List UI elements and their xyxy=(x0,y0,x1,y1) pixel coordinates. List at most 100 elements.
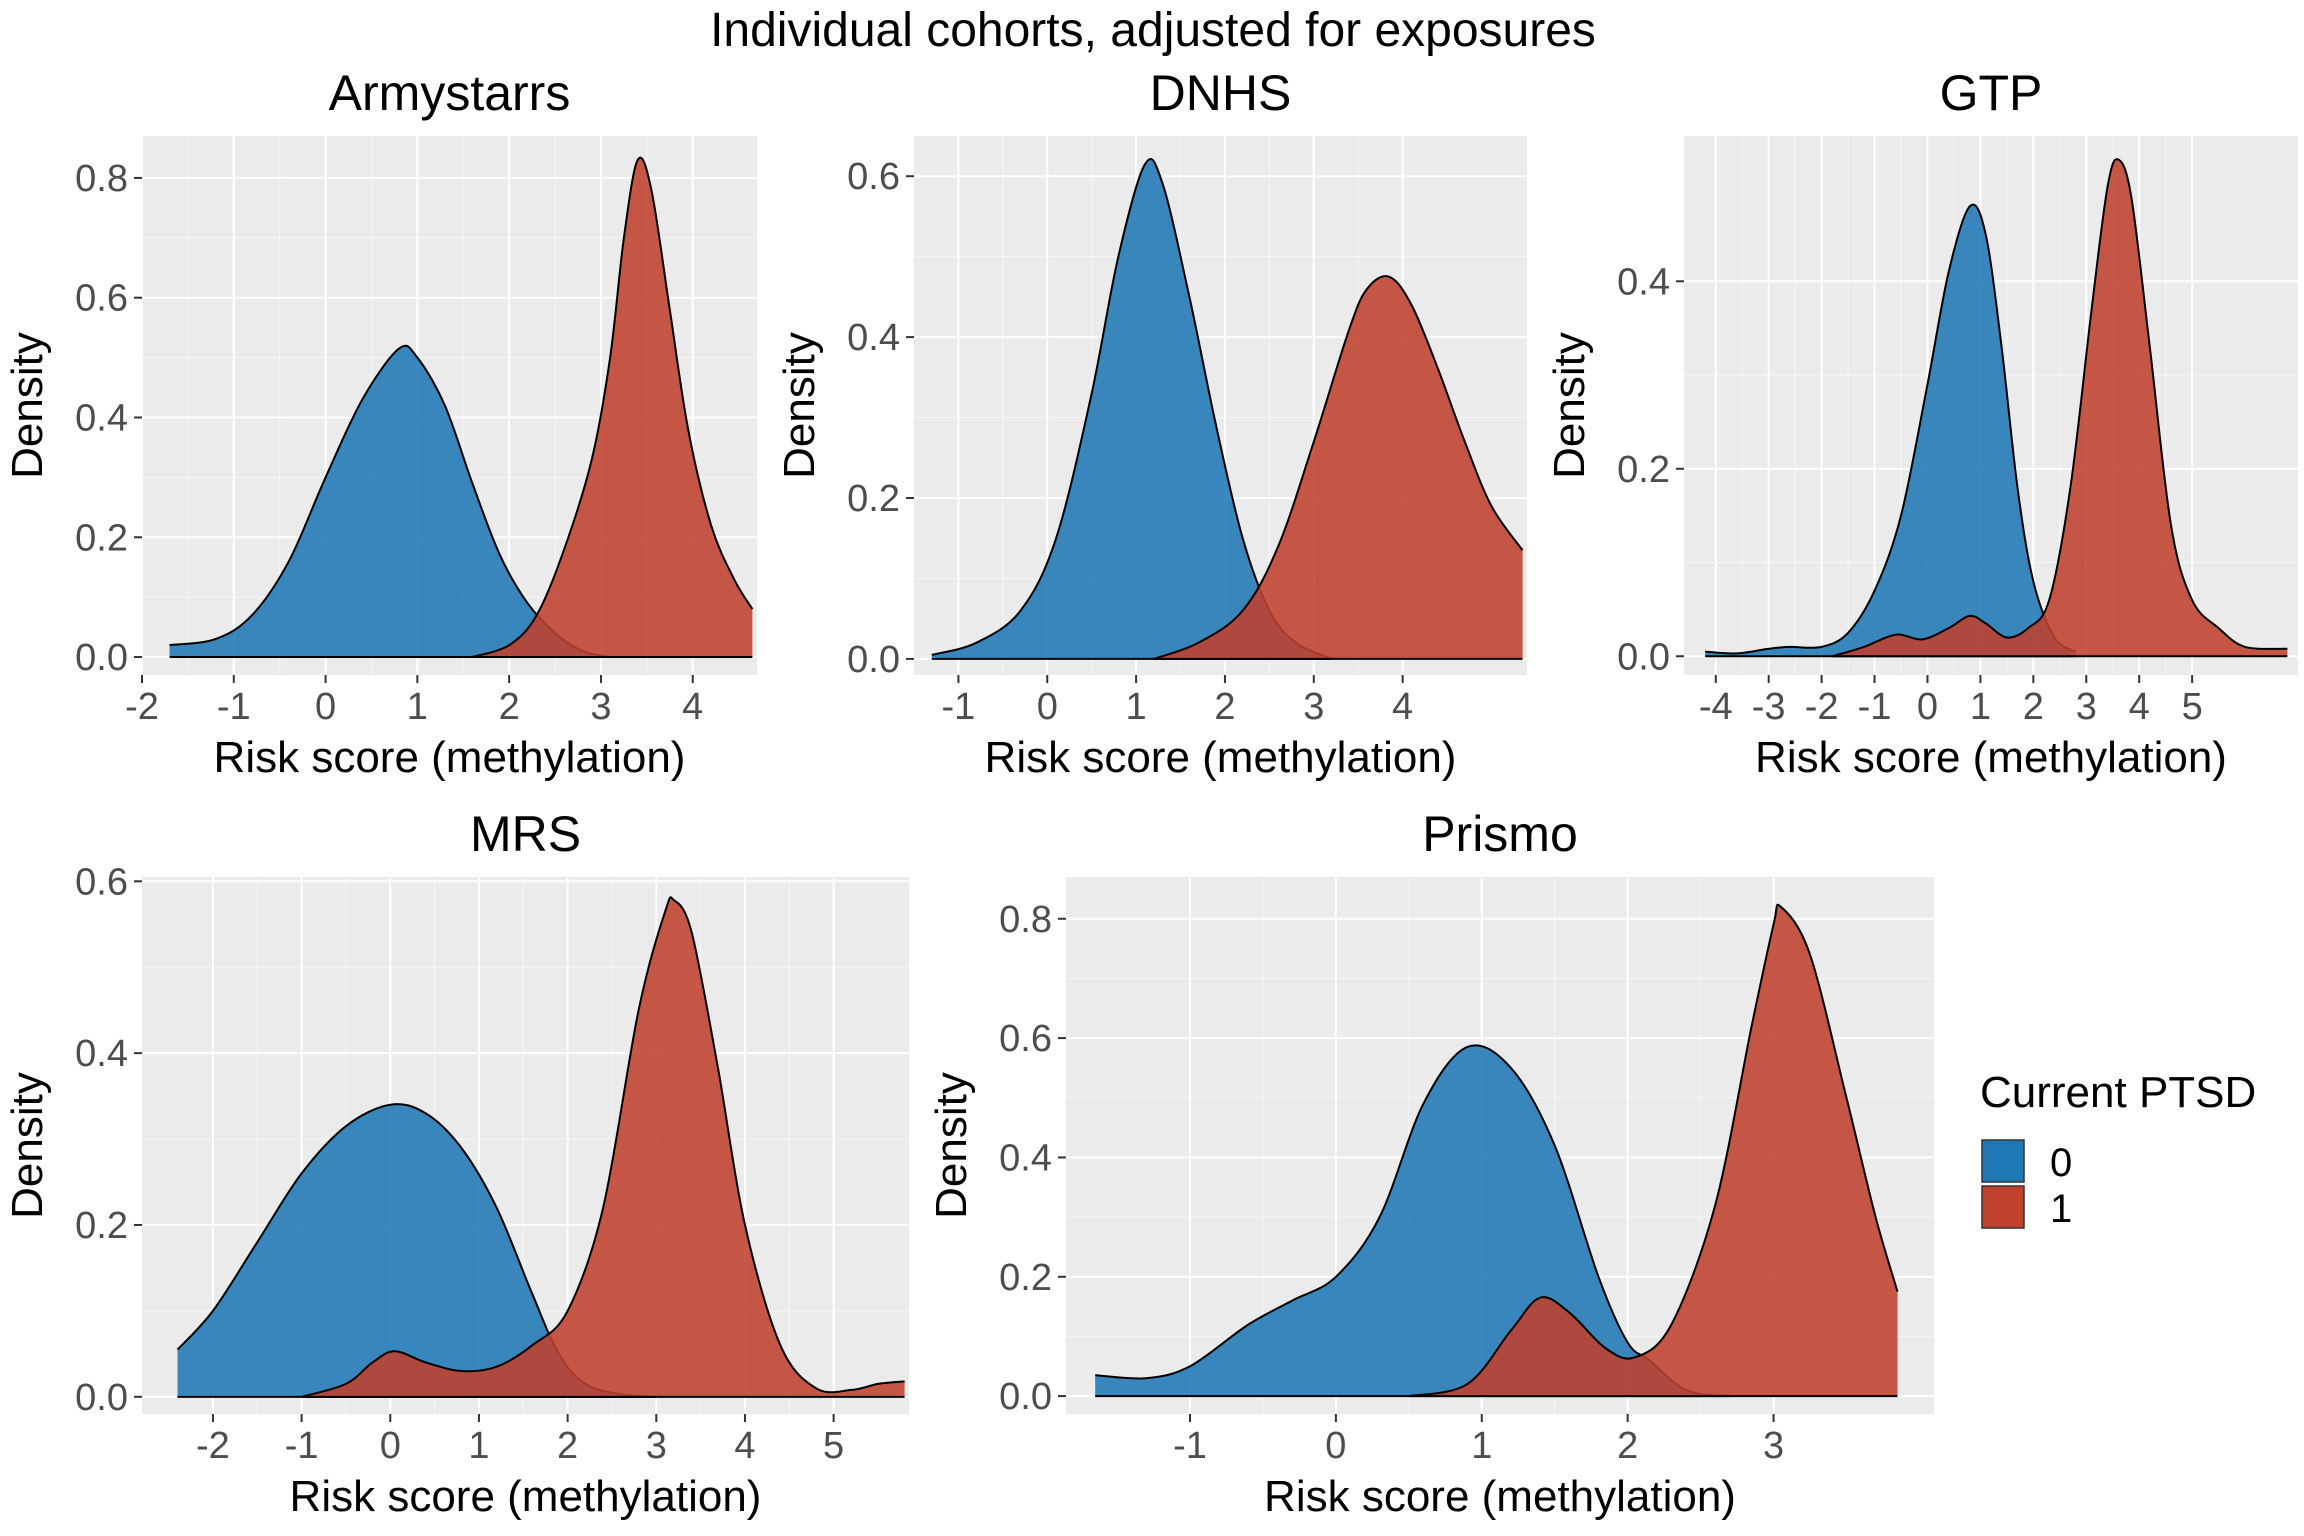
density-curve-1 xyxy=(301,896,905,1398)
x-tick-label: 3 xyxy=(1763,1425,1784,1467)
x-axis-title: Risk score (methylation) xyxy=(290,1472,762,1521)
y-axis-title: Density xyxy=(3,332,52,479)
density-curve-1 xyxy=(1408,903,1899,1398)
panel-title: Prismo xyxy=(1422,806,1578,862)
density-area-0 xyxy=(931,159,1332,659)
x-tick-label: -1 xyxy=(285,1425,319,1467)
legend-label-1: 1 xyxy=(2050,1187,2072,1231)
density-area-0 xyxy=(1095,1045,1730,1397)
y-tick-label: 0.4 xyxy=(847,317,900,359)
y-tick-label: 0.0 xyxy=(847,639,900,681)
y-tick-label: 0.2 xyxy=(847,478,900,520)
x-tick-label: 1 xyxy=(1126,686,1147,728)
x-tick-label: -1 xyxy=(1173,1425,1207,1467)
y-axis-title: Density xyxy=(775,332,824,479)
x-tick-label: 3 xyxy=(646,1425,667,1467)
panel-mrs: -2 -1 0 1 2 3 4 5 0.0 0.2 0.4 0.6 MRS Risk score (met… xyxy=(3,806,909,1521)
y-tick-label: 0.4 xyxy=(75,397,128,439)
x-tick-label: 2 xyxy=(557,1425,578,1467)
x-tick-label: 0 xyxy=(1917,686,1938,728)
y-axis-title: Density xyxy=(3,1072,52,1219)
x-tick-label: 0 xyxy=(315,686,336,728)
y-tick-label: 0.2 xyxy=(1617,449,1670,491)
x-tick-label: 1 xyxy=(1471,1425,1492,1467)
x-tick-label: -1 xyxy=(942,686,976,728)
legend-key-1 xyxy=(1981,1185,2025,1229)
panel-prismo: -1 0 1 2 3 0.0 0.2 0.4 0.6 0.8 Prismo Risk score (m… xyxy=(927,806,1934,1521)
density-area-0 xyxy=(177,1104,657,1397)
x-axis-title: Risk score (methylation) xyxy=(214,733,686,782)
legend-label-0: 0 xyxy=(2050,1141,2072,1185)
y-tick-label: 0.0 xyxy=(1617,636,1670,678)
panel-dnhs: -1 0 1 2 3 4 0.0 0.2 0.4 0.6 DNHS Risk score (methy… xyxy=(775,65,1527,782)
y-tick-label: 0.4 xyxy=(999,1137,1052,1179)
y-tick-label: 0.0 xyxy=(999,1376,1052,1418)
y-tick-label: 0.0 xyxy=(75,1377,128,1419)
x-tick-label: -1 xyxy=(1858,686,1892,728)
legend-key-0 xyxy=(1981,1139,2025,1183)
density-curve-0 xyxy=(1095,1044,1730,1398)
density-area-1 xyxy=(472,157,753,657)
y-tick-label: 0.6 xyxy=(999,1018,1052,1060)
x-tick-label: 2 xyxy=(1214,686,1235,728)
panel-title: GTP xyxy=(1940,65,2043,121)
x-tick-label: 5 xyxy=(2182,686,2203,728)
x-tick-label: -4 xyxy=(1699,686,1733,728)
legend-title: Current PTSD xyxy=(1980,1068,2256,1117)
x-tick-label: 4 xyxy=(682,686,703,728)
x-tick-label: 4 xyxy=(2129,686,2150,728)
y-axis-title: Density xyxy=(1545,332,1594,479)
x-tick-label: 1 xyxy=(468,1425,489,1467)
x-tick-label: 4 xyxy=(1392,686,1413,728)
x-axis-title: Risk score (methylation) xyxy=(1264,1472,1736,1521)
panel-title: MRS xyxy=(470,806,581,862)
density-area-1 xyxy=(1408,904,1898,1397)
y-tick-label: 0.4 xyxy=(75,1033,128,1075)
y-tick-label: 0.6 xyxy=(75,861,128,903)
density-curve-1 xyxy=(472,156,754,658)
x-tick-label: 3 xyxy=(1303,686,1324,728)
figure-title: Individual cohorts, adjusted for exposur… xyxy=(710,4,1596,57)
density-curve-0 xyxy=(931,158,1333,660)
y-tick-label: 0.2 xyxy=(75,1205,128,1247)
y-tick-label: 0.8 xyxy=(999,899,1052,941)
x-tick-label: 0 xyxy=(380,1425,401,1467)
x-tick-label: 2 xyxy=(2023,686,2044,728)
y-tick-label: 0.2 xyxy=(75,517,128,559)
legend: Current PTSD 0 1 xyxy=(1980,1068,2256,1231)
x-axis-title: Risk score (methylation) xyxy=(985,733,1457,782)
panel-title: Armystarrs xyxy=(329,65,571,121)
y-tick-label: 0.2 xyxy=(999,1257,1052,1299)
x-tick-label: -2 xyxy=(1805,686,1839,728)
density-curve-1 xyxy=(1153,275,1524,660)
y-tick-label: 0.6 xyxy=(847,156,900,198)
x-tick-label: -3 xyxy=(1752,686,1786,728)
density-curve-0 xyxy=(1705,203,2077,655)
x-tick-label: 1 xyxy=(407,686,428,728)
x-tick-label: 3 xyxy=(2076,686,2097,728)
x-tick-label: -2 xyxy=(125,686,159,728)
panel-title: DNHS xyxy=(1150,65,1292,121)
y-axis-title: Density xyxy=(927,1072,976,1219)
y-tick-label: 0.8 xyxy=(75,158,128,200)
x-tick-label: 5 xyxy=(823,1425,844,1467)
x-tick-label: 2 xyxy=(1617,1425,1638,1467)
y-tick-label: 0.4 xyxy=(1617,261,1670,303)
y-tick-label: 0.6 xyxy=(75,278,128,320)
density-area-1 xyxy=(1153,276,1523,659)
x-tick-label: -2 xyxy=(196,1425,230,1467)
density-area-1 xyxy=(301,897,905,1397)
x-tick-label: 0 xyxy=(1325,1425,1346,1467)
x-tick-label: 0 xyxy=(1037,686,1058,728)
panel-gtp: -4 -3 -2 -1 0 1 2 3 4 5 0.0 0.2 0.4 GTP Risk score (me… xyxy=(1545,65,2298,782)
panel-armystarrs: -2 -1 0 1 2 3 4 0.0 0.2 0.4 0.6 0.8 Armystarrs Risk s… xyxy=(3,65,757,782)
x-tick-label: -1 xyxy=(217,686,251,728)
y-tick-label: 0.0 xyxy=(75,637,128,679)
density-curve-1 xyxy=(1831,158,2288,658)
x-tick-label: 1 xyxy=(1970,686,1991,728)
density-area-0 xyxy=(1705,204,2076,657)
x-axis-title: Risk score (methylation) xyxy=(1755,733,2227,782)
x-tick-label: 3 xyxy=(590,686,611,728)
